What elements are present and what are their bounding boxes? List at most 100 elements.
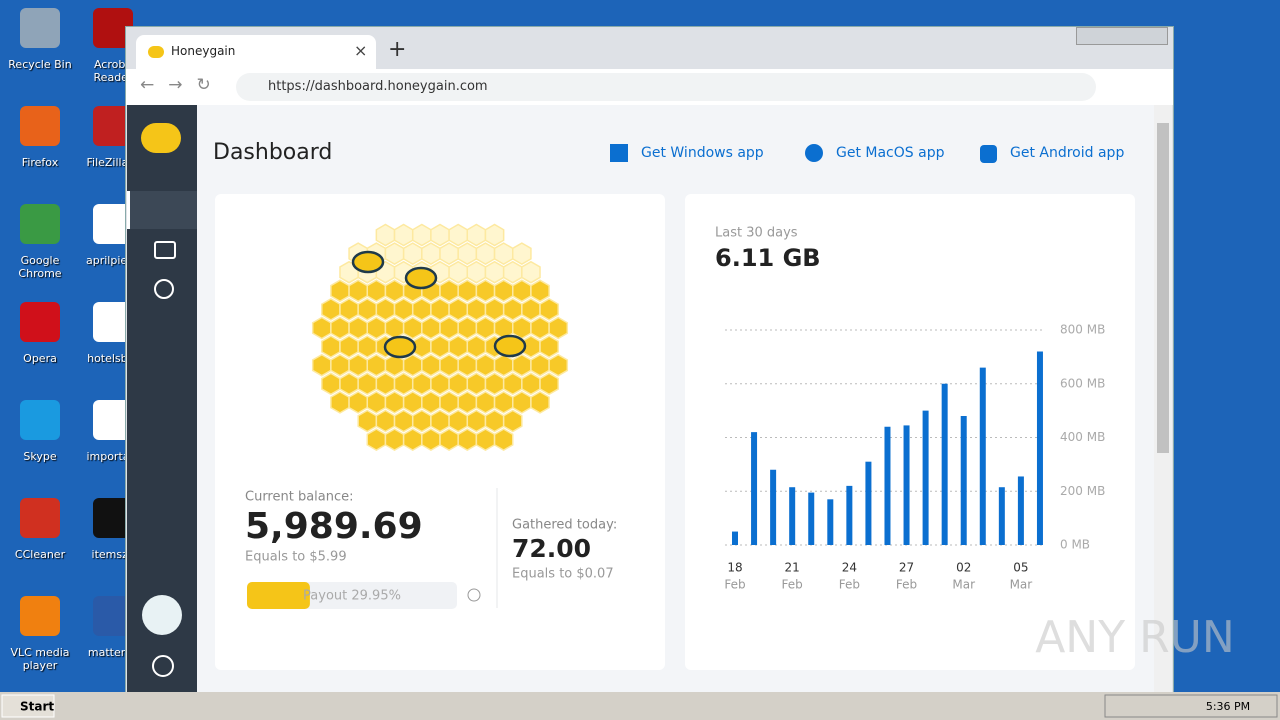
scrollbar[interactable] bbox=[1154, 105, 1172, 693]
app-link[interactable]: Get Android app bbox=[1010, 145, 1124, 161]
honeycomb-cell bbox=[539, 298, 559, 321]
desktop-icon[interactable] bbox=[20, 302, 60, 342]
honeycomb-cell bbox=[530, 316, 550, 340]
icon-label: Skype bbox=[23, 450, 57, 463]
honeycomb-cell bbox=[366, 279, 387, 303]
honeycomb-cell bbox=[357, 409, 378, 433]
scroll-thumb[interactable] bbox=[1157, 123, 1169, 453]
honeycomb-cell bbox=[511, 279, 532, 303]
url: https://dashboard.honeygain.com bbox=[268, 79, 488, 94]
honeycomb-cell bbox=[475, 316, 496, 340]
desktop-icon[interactable] bbox=[20, 400, 60, 440]
window-controls[interactable] bbox=[1076, 27, 1168, 45]
honeycomb-cell bbox=[466, 298, 487, 321]
info-icon[interactable] bbox=[467, 588, 481, 602]
honeycomb-cell bbox=[393, 223, 414, 247]
honeycomb-cell bbox=[493, 353, 514, 377]
x-tick-label: 21 bbox=[785, 561, 800, 575]
desktop-icon[interactable] bbox=[20, 8, 60, 48]
honeycomb-cell bbox=[521, 260, 541, 284]
honeycomb-cell bbox=[339, 298, 359, 321]
honeycomb-cell bbox=[330, 279, 350, 303]
desktop-icon[interactable] bbox=[20, 498, 60, 538]
honeycomb-cell bbox=[530, 353, 550, 377]
tab[interactable]: Honeygain × bbox=[136, 35, 376, 69]
desktop-icon[interactable] bbox=[20, 596, 60, 636]
honeycomb-cell bbox=[457, 391, 478, 414]
icon-label: CCleaner bbox=[14, 548, 66, 561]
honeycomb-cell bbox=[439, 279, 459, 303]
honeycomb-cell bbox=[430, 223, 450, 247]
today-label: Gathered today: bbox=[512, 518, 617, 533]
desktop-icon[interactable] bbox=[20, 204, 60, 244]
honeycomb-cell bbox=[384, 279, 405, 303]
icon-label: Firefox bbox=[21, 156, 59, 169]
app-link[interactable]: Get Windows app bbox=[641, 145, 764, 161]
honeycomb-cell bbox=[484, 260, 505, 284]
honeycomb-cell bbox=[366, 391, 387, 414]
icon-label: Recycle Bin bbox=[8, 58, 72, 71]
honeycomb-cell bbox=[457, 279, 478, 303]
honeycomb-cell bbox=[339, 372, 359, 396]
honeycomb-cell bbox=[475, 242, 496, 265]
honeycomb-cell bbox=[311, 353, 332, 377]
bar bbox=[751, 432, 758, 545]
honeycomb-cell bbox=[330, 353, 350, 377]
honeycomb-cell bbox=[384, 391, 405, 414]
watermark: ANY RUN bbox=[1035, 612, 1235, 663]
balance-value: 5,989.69 bbox=[245, 506, 423, 547]
address-bar[interactable]: https://dashboard.honeygain.com bbox=[236, 73, 1096, 101]
y-tick-label: 0 MB bbox=[1060, 538, 1090, 552]
x-tick-label: 18 bbox=[727, 561, 742, 575]
new-tab[interactable]: + bbox=[388, 37, 407, 62]
honeycomb-cell bbox=[548, 316, 569, 340]
honeycomb-cell bbox=[502, 409, 523, 433]
honeycomb-cell bbox=[466, 260, 487, 284]
app-link[interactable]: Get MacOS app bbox=[836, 145, 945, 161]
desktop-icon[interactable] bbox=[20, 106, 60, 146]
tab-close[interactable]: × bbox=[354, 41, 368, 60]
nav-buttons[interactable]: ←→↻ bbox=[140, 75, 225, 95]
honeycomb-cell bbox=[439, 242, 459, 265]
honeycomb-cell bbox=[402, 316, 423, 340]
apple-icon bbox=[805, 144, 823, 162]
honeycomb-cell bbox=[375, 372, 396, 396]
nav-active[interactable] bbox=[127, 191, 200, 229]
icon-label: Google Chrome bbox=[18, 254, 62, 280]
honeycomb-cell bbox=[448, 260, 469, 284]
honeycomb-cell bbox=[402, 391, 423, 414]
chart-subtitle: Last 30 days bbox=[715, 226, 798, 241]
y-tick-label: 800 MB bbox=[1060, 323, 1105, 337]
honeycomb-cell bbox=[475, 353, 496, 377]
honeycomb-cell bbox=[393, 298, 414, 321]
x-tick-month: Feb bbox=[896, 578, 917, 592]
honeycomb-cell bbox=[466, 223, 487, 247]
honeycomb-cell bbox=[539, 372, 559, 396]
nav-icon[interactable] bbox=[154, 241, 176, 259]
honeycomb-cell bbox=[366, 428, 387, 451]
honeycomb-cell bbox=[457, 353, 478, 377]
honeycomb-cell bbox=[330, 391, 350, 414]
start-button[interactable] bbox=[1, 694, 55, 718]
nav-icon[interactable] bbox=[154, 279, 174, 299]
honeycomb-cell bbox=[484, 409, 505, 433]
quick-launch[interactable] bbox=[70, 696, 270, 716]
icon-label: Opera bbox=[23, 352, 57, 365]
logo[interactable] bbox=[141, 123, 181, 153]
page-title: Dashboard bbox=[213, 140, 332, 165]
help[interactable] bbox=[152, 655, 174, 677]
honeycomb-cell bbox=[448, 372, 469, 396]
honeycomb-cell bbox=[493, 428, 514, 451]
honeycomb-cell bbox=[348, 353, 369, 377]
bar bbox=[1017, 476, 1024, 545]
tray bbox=[1104, 694, 1278, 718]
honeycomb-cell bbox=[548, 353, 569, 377]
today-equals: Equals to $0.07 bbox=[512, 567, 614, 582]
honeycomb-cell bbox=[411, 409, 432, 433]
tab-favicon bbox=[148, 46, 164, 58]
today-value: 72.00 bbox=[512, 534, 591, 563]
avatar[interactable] bbox=[142, 595, 182, 635]
honeycomb-cell bbox=[448, 335, 469, 358]
honeycomb-cell bbox=[466, 335, 487, 358]
